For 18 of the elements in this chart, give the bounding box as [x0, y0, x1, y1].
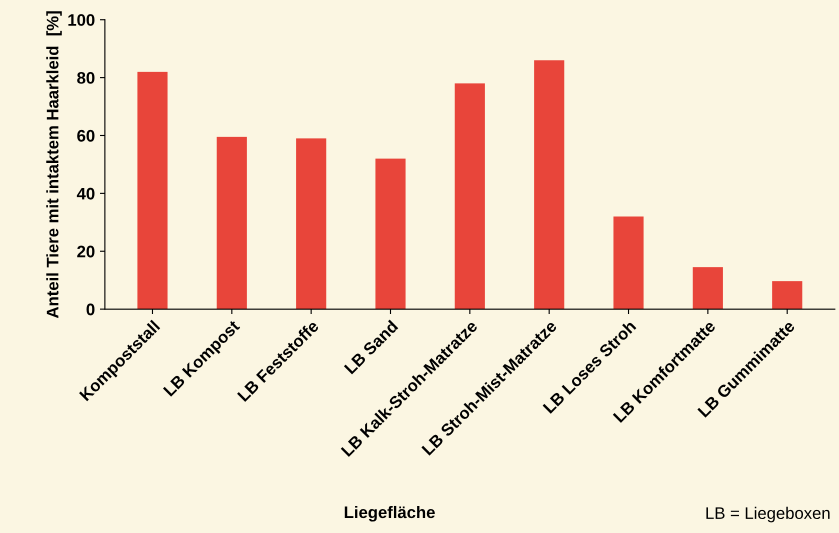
y-tick-label: 40 [76, 188, 94, 200]
y-tick-label: 60 [77, 130, 94, 142]
y-tick-label: 20 [77, 246, 94, 258]
bar [534, 60, 564, 310]
y-axis-title: Anteil Tiere mit intaktem Haarkleid [%] [46, 11, 62, 318]
bar [216, 136, 247, 310]
y-tick-label: 0 [86, 304, 94, 316]
text: LB = Liegeboxen [706, 506, 830, 522]
bar [613, 216, 644, 310]
bar [296, 138, 326, 310]
x-axis-title: Liegefläche [344, 506, 435, 522]
bar [772, 281, 802, 310]
bar [137, 72, 168, 310]
bar [692, 267, 723, 310]
bar [375, 158, 406, 310]
y-tick-label: 100 [68, 14, 94, 26]
y-tick-label: 80 [77, 72, 94, 84]
bar [454, 83, 485, 310]
